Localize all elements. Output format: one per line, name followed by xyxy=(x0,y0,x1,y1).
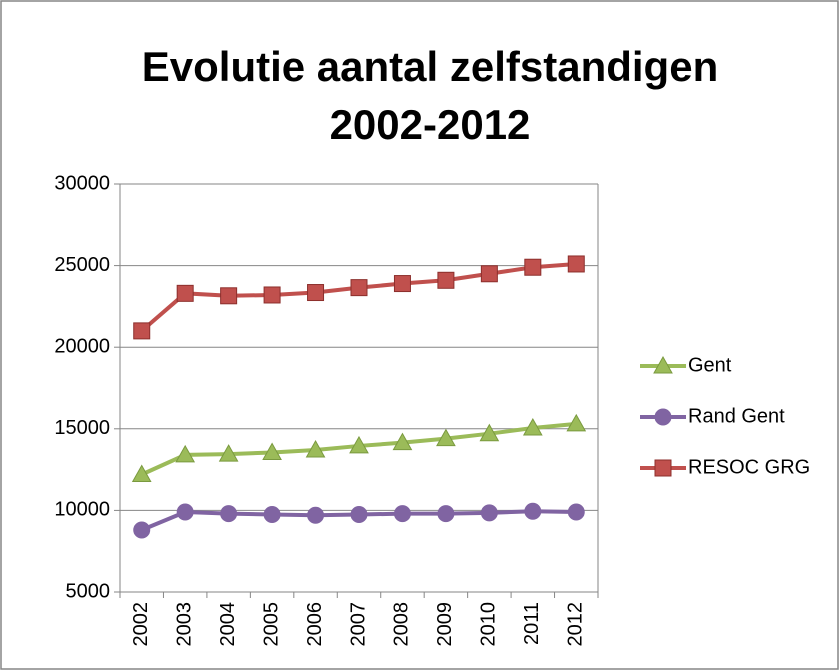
marker xyxy=(480,504,498,522)
marker xyxy=(307,506,325,524)
x-tick-label: 2009 xyxy=(434,602,456,647)
marker xyxy=(654,459,672,477)
y-tick-label: 15000 xyxy=(54,417,110,439)
marker xyxy=(307,284,325,302)
marker xyxy=(263,505,281,523)
legend-label: Rand Gent xyxy=(688,405,785,427)
x-tick-label: 2005 xyxy=(260,602,282,647)
x-tick-label: 2004 xyxy=(217,602,239,647)
marker xyxy=(653,355,673,374)
marker xyxy=(175,444,196,463)
y-tick-label: 10000 xyxy=(54,499,110,521)
marker xyxy=(218,444,239,462)
chart-title: Evolutie aantal zelfstandigen xyxy=(142,43,718,90)
marker xyxy=(654,408,672,426)
legend-label: RESOC GRG xyxy=(688,456,810,478)
marker xyxy=(133,322,151,340)
y-tick-label: 5000 xyxy=(66,580,111,602)
marker xyxy=(437,271,455,289)
x-tick-label: 2008 xyxy=(391,602,413,647)
marker xyxy=(350,279,368,297)
marker xyxy=(305,439,326,458)
x-tick-label: 2007 xyxy=(347,602,369,647)
marker xyxy=(263,286,281,304)
y-tick-label: 30000 xyxy=(54,172,110,194)
x-tick-label: 2003 xyxy=(173,602,195,647)
marker xyxy=(479,423,500,442)
y-tick-label: 25000 xyxy=(54,254,110,276)
marker xyxy=(524,502,542,520)
marker xyxy=(567,255,585,273)
marker xyxy=(131,464,152,482)
x-tick-label: 2011 xyxy=(521,602,543,645)
marker xyxy=(133,521,151,539)
chart-subtitle: 2002-2012 xyxy=(330,101,531,148)
marker xyxy=(350,505,368,523)
x-tick-label: 2010 xyxy=(478,602,500,647)
x-tick-label: 2002 xyxy=(130,602,152,647)
marker xyxy=(437,505,455,523)
x-tick-label: 2006 xyxy=(304,602,326,647)
marker xyxy=(176,284,194,302)
marker xyxy=(393,505,411,523)
marker xyxy=(436,428,456,447)
marker xyxy=(393,275,411,293)
marker xyxy=(522,417,543,436)
marker xyxy=(524,258,542,276)
marker xyxy=(176,503,194,521)
marker xyxy=(567,503,585,521)
marker xyxy=(262,442,282,460)
legend-label: Gent xyxy=(688,354,732,376)
marker xyxy=(220,287,238,305)
marker xyxy=(349,435,369,454)
marker xyxy=(566,413,587,432)
marker xyxy=(220,505,238,523)
y-tick-label: 20000 xyxy=(54,335,110,357)
marker xyxy=(392,432,413,451)
marker xyxy=(480,265,498,283)
x-tick-label: 2012 xyxy=(565,602,587,647)
